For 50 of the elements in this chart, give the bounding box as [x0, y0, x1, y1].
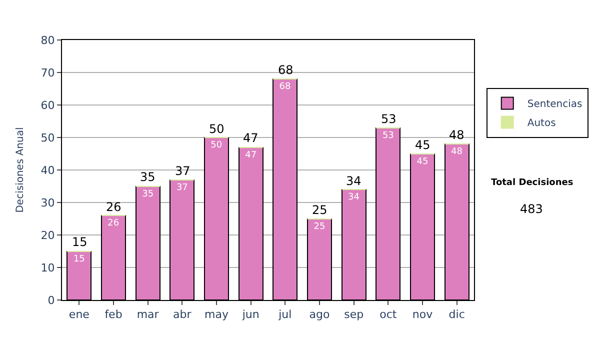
data-label: 68 — [279, 82, 292, 92]
text: Total Decisiones — [491, 178, 574, 188]
x-tick-label: feb — [104, 308, 122, 322]
y-tick-label: 0 — [48, 294, 55, 307]
y-tick-label: 20 — [40, 228, 55, 242]
total-label: 48 — [449, 128, 464, 142]
x-tick-label: jul — [278, 308, 292, 322]
y-axis-title: Decisiones Anual — [14, 127, 26, 213]
x-tick-label: sep — [344, 308, 364, 322]
data-label: 48 — [450, 147, 463, 157]
total-label: 25 — [312, 203, 328, 217]
total-label: 15 — [72, 235, 88, 249]
x-tick-label: ago — [309, 308, 330, 322]
total-label: 35 — [140, 170, 156, 184]
y-tick-label: 40 — [40, 164, 55, 177]
data-label: 45 — [416, 156, 428, 167]
y-tick-label: 50 — [40, 131, 55, 144]
x-tick-label: abr — [173, 308, 192, 322]
data-label: 47 — [245, 150, 257, 160]
data-label: 15 — [73, 254, 85, 264]
total-label: 50 — [209, 122, 224, 136]
total-label: 45 — [415, 138, 430, 152]
x-tick-label: may — [204, 308, 229, 322]
total-label: 53 — [381, 112, 396, 126]
data-label: 25 — [314, 222, 326, 232]
data-label: 34 — [348, 192, 360, 202]
legend-label: Sentencias — [527, 99, 582, 110]
x-tick-label: ene — [68, 308, 90, 322]
data-label: 53 — [382, 130, 394, 141]
x-tick-label: dic — [448, 308, 465, 322]
y-tick-label: 60 — [40, 98, 55, 112]
data-label: 50 — [210, 140, 222, 150]
total-label: 68 — [278, 63, 294, 77]
x-tick-label: mar — [136, 308, 160, 322]
data-label: 35 — [142, 189, 154, 200]
data-label: 26 — [108, 218, 120, 228]
x-tick-label: nov — [412, 308, 434, 322]
x-tick-label: jun — [241, 308, 260, 322]
y-tick-label: 70 — [40, 66, 55, 80]
total-label: 37 — [175, 164, 190, 178]
text: 483 — [520, 202, 543, 216]
legend-label: Autos — [527, 118, 556, 130]
total-label: 47 — [243, 131, 258, 145]
total-label: 26 — [106, 200, 122, 214]
x-tick-label: oct — [380, 308, 398, 322]
total-label: 34 — [346, 174, 362, 188]
y-tick-label: 10 — [40, 261, 55, 274]
data-label: 37 — [176, 182, 188, 193]
y-tick-label: 80 — [40, 34, 55, 47]
y-tick-label: 30 — [40, 196, 55, 210]
